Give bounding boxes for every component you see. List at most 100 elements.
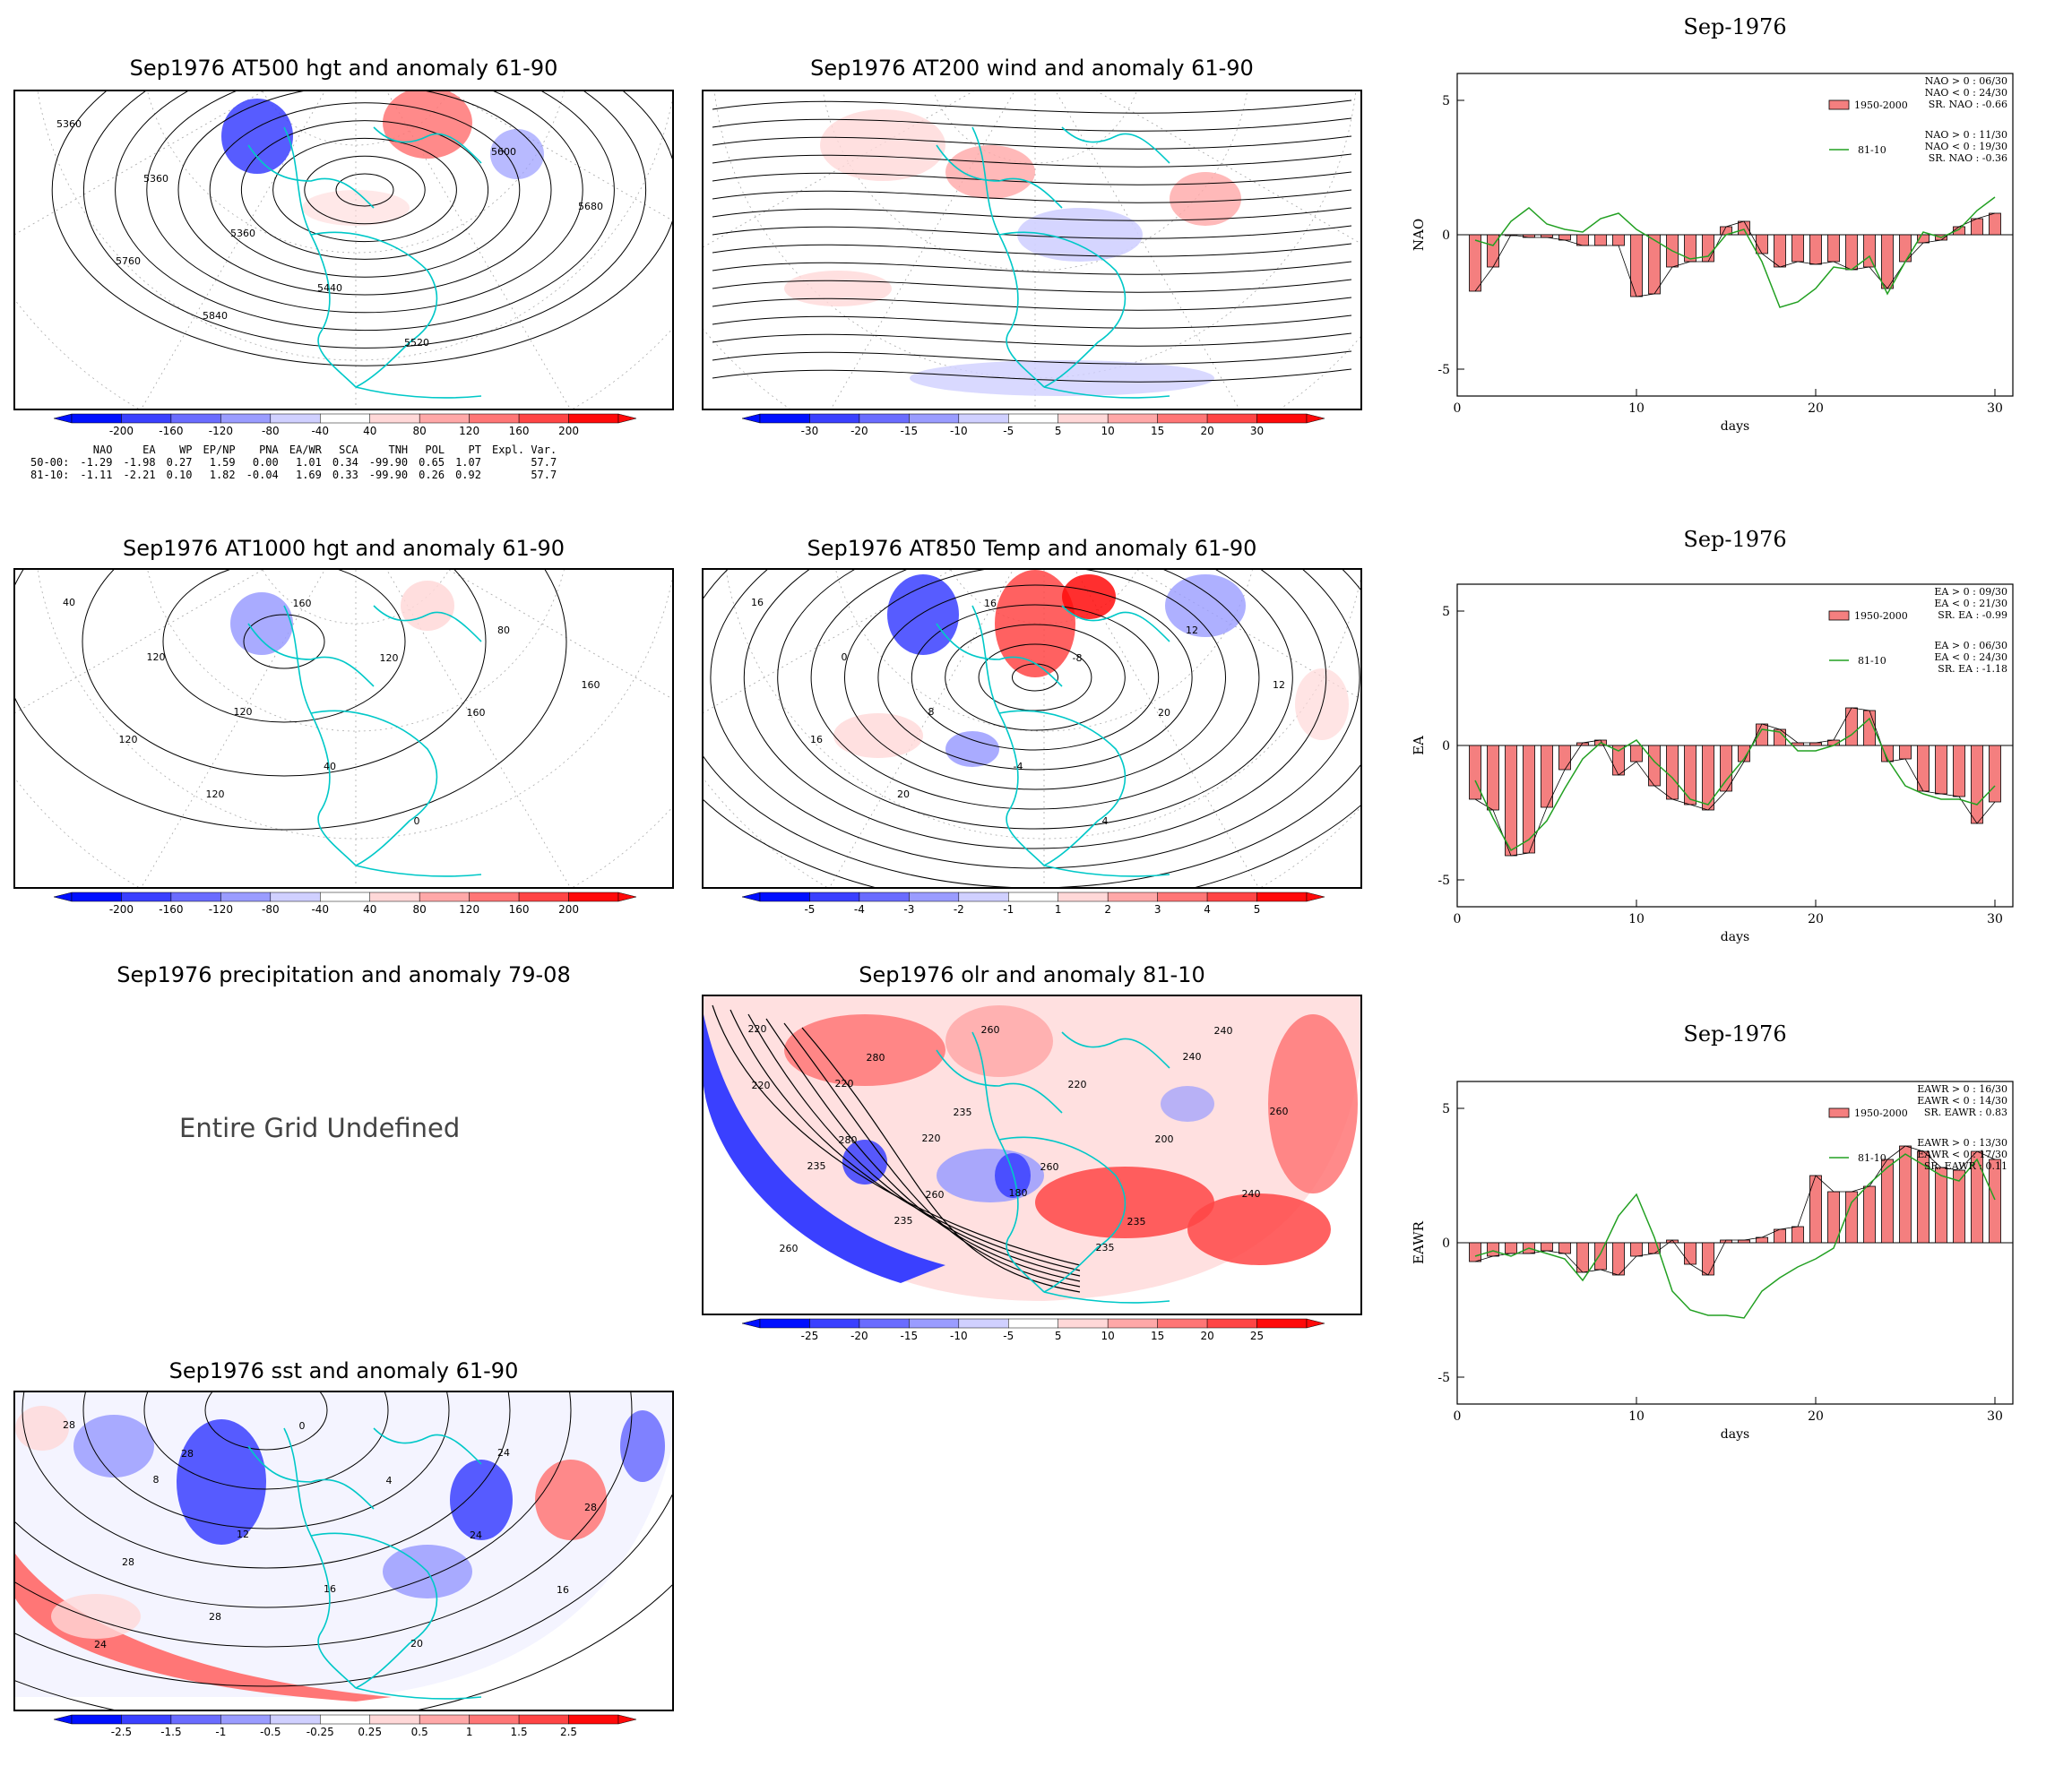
colorbar-arrow-right <box>1306 413 1325 424</box>
nao-chart-svg: 5 0 -5 0 10 20 30 days NAO 1950-2000 NAO > 0 : 06/… <box>1411 73 2014 434</box>
x-tick-label: 0 <box>1454 912 1462 926</box>
bar <box>1594 234 1607 246</box>
bar <box>1827 1191 1840 1244</box>
colorbar-tick-label: -5 <box>1003 425 1014 437</box>
coastline <box>355 865 482 877</box>
bar <box>1827 234 1840 263</box>
graticule-circle <box>15 299 672 409</box>
colorbar-swatch <box>518 892 569 902</box>
tele-header: EP/NP <box>203 444 236 456</box>
colorbar-swatch <box>369 1714 420 1725</box>
contour-label: 160 <box>582 679 600 691</box>
x-tick-label: 20 <box>1808 1409 1824 1424</box>
anomaly-blob <box>221 99 293 174</box>
coastline <box>1061 126 1170 164</box>
legend-stat: EA > 0 : 09/30 <box>1934 586 2007 598</box>
tele-header: NAO <box>92 444 113 456</box>
colorbar-tick-label: 5 <box>1055 1330 1062 1342</box>
tele-value: 57.7 <box>531 456 557 469</box>
colorbar-tick-label: -2.5 <box>111 1726 132 1738</box>
colorbar-tick-label: 2 <box>1104 903 1111 916</box>
y-tick-label: -5 <box>1437 363 1450 377</box>
contour-line <box>22 1392 511 1569</box>
colorbar-swatch <box>1008 892 1058 902</box>
contour-label: 16 <box>810 734 823 745</box>
colorbar-swatch <box>1206 413 1257 424</box>
contour-line <box>810 570 1260 810</box>
legend-stat: NAO > 0 : 06/30 <box>1925 75 2007 87</box>
colorbar-tick-label: 20 <box>1200 1330 1213 1342</box>
contour-label: 235 <box>1096 1242 1115 1254</box>
graticule-circle <box>15 570 672 887</box>
coastline <box>283 126 357 388</box>
colorbar-swatch <box>419 413 470 424</box>
olr-title: Sep1976 olr and anomaly 81-10 <box>859 962 1205 987</box>
tele-header: SCA <box>339 444 358 456</box>
streamline <box>712 314 1352 329</box>
colorbar-arrow-left <box>741 1318 761 1329</box>
colorbar-tick-label: -160 <box>159 903 183 916</box>
colorbar-swatch <box>220 892 272 902</box>
p1000-colorbar: -200 -160 -120 -80 -40 40 80 120 160 200 <box>53 891 637 916</box>
tele-header: POL <box>425 444 445 456</box>
anomaly-blob <box>1062 574 1116 619</box>
contour-line <box>730 1009 1081 1271</box>
graticule-meridian <box>448 91 672 221</box>
colorbar-swatch <box>1256 1318 1308 1329</box>
coastline <box>936 623 1063 687</box>
contour-label: 260 <box>981 1024 1000 1036</box>
contour-label: 5760 <box>116 255 141 267</box>
anomaly-blob <box>383 91 472 159</box>
colorbar-arrow-right <box>1306 1318 1325 1329</box>
legend-stat: NAO < 0 : 24/30 <box>1925 87 2007 99</box>
anomaly-blob <box>1017 208 1143 262</box>
x-tick-label: 10 <box>1628 401 1645 416</box>
contour-label: 40 <box>63 597 75 608</box>
colorbar-tick-label: -160 <box>159 425 183 437</box>
contour-line <box>765 1018 1081 1282</box>
streamline <box>712 243 1352 257</box>
graticule-circle <box>15 91 672 409</box>
colorbar-tick-label: 200 <box>558 425 579 437</box>
colorbar-swatch <box>1206 1318 1257 1329</box>
anomaly-blob <box>177 1419 266 1545</box>
colorbar-swatch <box>270 1714 321 1725</box>
colorbar-swatch <box>270 892 321 902</box>
tele-value: 1.07 <box>455 456 481 469</box>
contour-label: 220 <box>835 1078 854 1090</box>
contour-label: 24 <box>94 1639 107 1650</box>
colorbar-tick-label: -0.25 <box>306 1726 334 1738</box>
contour-label: 160 <box>293 598 312 609</box>
contour-line <box>240 120 489 260</box>
legend-stat: EAWR > 0 : 13/30 <box>1917 1137 2007 1149</box>
colorbar-tick-label: -1.5 <box>160 1726 181 1738</box>
coastline <box>971 605 1045 866</box>
contour-line <box>783 1022 1081 1288</box>
series-line-81-10 <box>1474 196 1996 308</box>
coastline <box>310 710 438 866</box>
contour-label: 80 <box>497 625 510 636</box>
colorbar-swatch <box>320 892 370 902</box>
colorbar-swatch <box>1058 892 1109 902</box>
sst-title: Sep1976 sst and anomaly 61-90 <box>168 1358 519 1383</box>
legend-stat: NAO > 0 : 11/30 <box>1925 129 2007 141</box>
colorbar-tick-label: -10 <box>950 425 968 437</box>
tele-header: TNH <box>388 444 409 456</box>
coastline <box>998 1136 1127 1293</box>
ea-chart-svg: 5 0 -5 0 10 20 30 days EA 1950-2000 EA > 0 : 09/30… <box>1411 583 2014 944</box>
colorbar-tick-label: -2 <box>954 903 964 916</box>
contour-label: 0 <box>414 815 420 827</box>
y-tick-label: -5 <box>1437 874 1450 888</box>
colorbar-tick-label: 40 <box>363 425 376 437</box>
colorbar-tick-label: 0.25 <box>358 1726 382 1738</box>
legend-stat: SR. EAWR : 0.83 <box>1924 1107 2007 1118</box>
bar <box>1756 723 1768 746</box>
coastline <box>373 1427 482 1465</box>
bar <box>1756 234 1768 254</box>
legend-stat: EAWR < 0 : 17/30 <box>1917 1149 2007 1160</box>
colorbar-swatch <box>1157 413 1208 424</box>
colorbar-tick-label: 80 <box>413 425 427 437</box>
colorbar-tick-label: -40 <box>311 903 329 916</box>
legend-stat: SR. EAWR : 0.11 <box>1924 1160 2007 1172</box>
tele-row-label: 81-10: <box>30 469 70 481</box>
